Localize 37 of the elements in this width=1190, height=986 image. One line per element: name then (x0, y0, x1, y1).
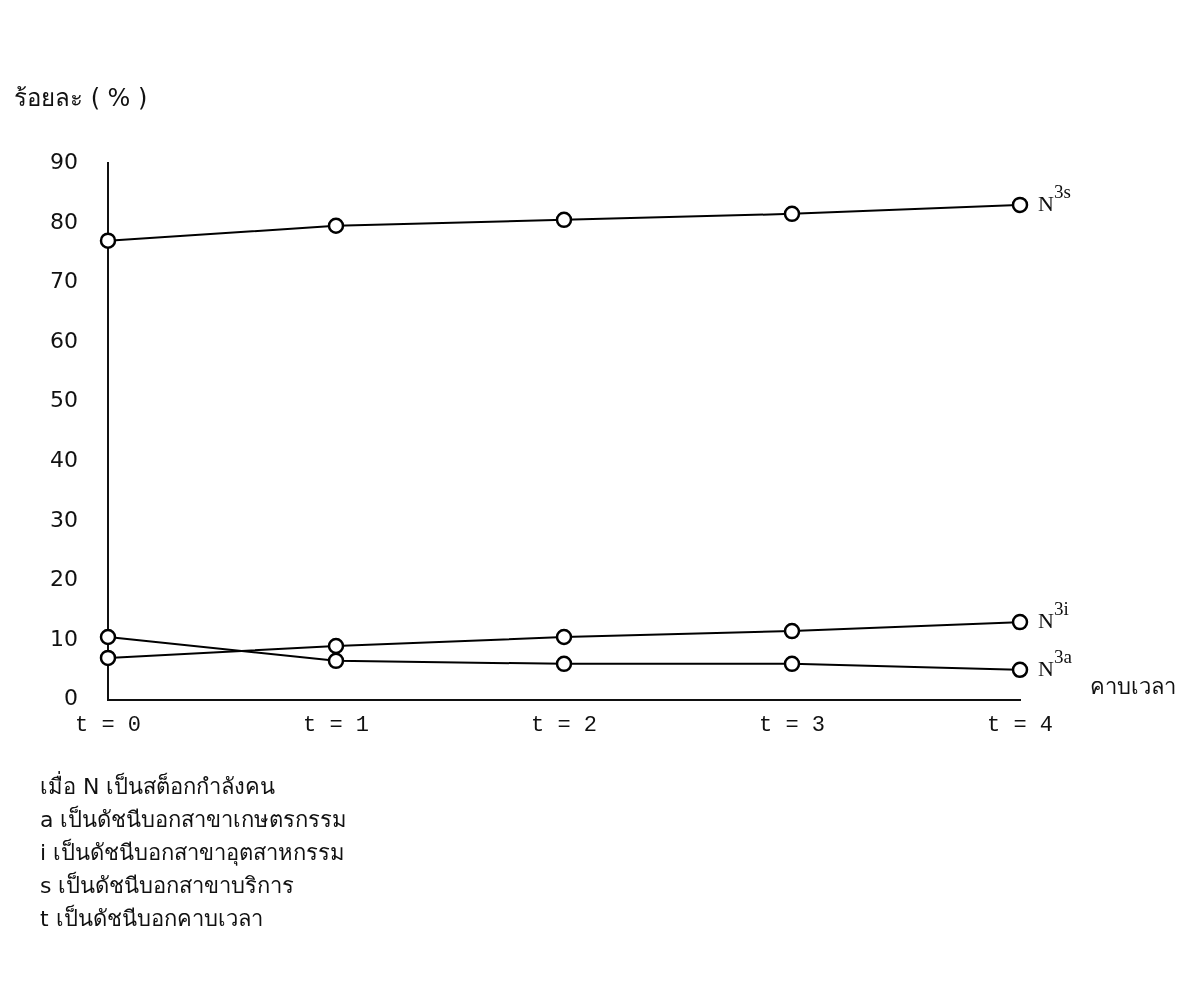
y-axis-title: ร้อยละ ( % ) (14, 83, 148, 114)
point (1011, 196, 1029, 214)
y-tick-label: 80 (49, 208, 78, 234)
point (327, 217, 345, 235)
x-tick-label: t = 4 (986, 712, 1054, 738)
y-tick-label: 0 (63, 685, 78, 711)
x-tick-label: t = 0 (74, 712, 141, 738)
point (783, 622, 801, 640)
point (99, 649, 117, 667)
point (555, 628, 573, 646)
point (1011, 613, 1029, 631)
point (1011, 661, 1029, 679)
point (783, 205, 801, 223)
y-tick-label: 10 (49, 625, 78, 651)
y-tick-label: 60 (49, 327, 78, 353)
point (99, 232, 117, 249)
text: s เป็นดัชนีบอกสาขาบริการ (40, 870, 296, 900)
text: i เป็นดัชนีบอกสาขาอุตสาหกรรม (40, 837, 347, 868)
y-tick-label: 70 (49, 268, 78, 294)
x-axis-title: คาบเวลา (1090, 674, 1176, 700)
point (555, 211, 573, 229)
x-tick-label: t = 3 (758, 712, 826, 738)
point (555, 655, 573, 673)
x-tick-label: t = 2 (530, 712, 597, 738)
point (99, 628, 117, 646)
y-tick-label: 20 (49, 566, 78, 592)
y-tick-label: 90 (49, 148, 78, 174)
x-tick-label: t = 1 (302, 712, 369, 738)
y-tick-label: 30 (49, 506, 78, 532)
point (783, 655, 801, 673)
y-tick-label: 40 (49, 446, 78, 472)
y-tick-label: 50 (49, 387, 78, 413)
text: a เป็นดัชนีบอกสาขาเกษตรกรรม (40, 804, 348, 834)
point (327, 637, 345, 655)
text: เมื่อ N เป็นสต็อกกำลังคน (40, 770, 277, 801)
point (327, 652, 345, 670)
text: t เป็นดัชนีบอกคาบเวลา (40, 903, 264, 933)
